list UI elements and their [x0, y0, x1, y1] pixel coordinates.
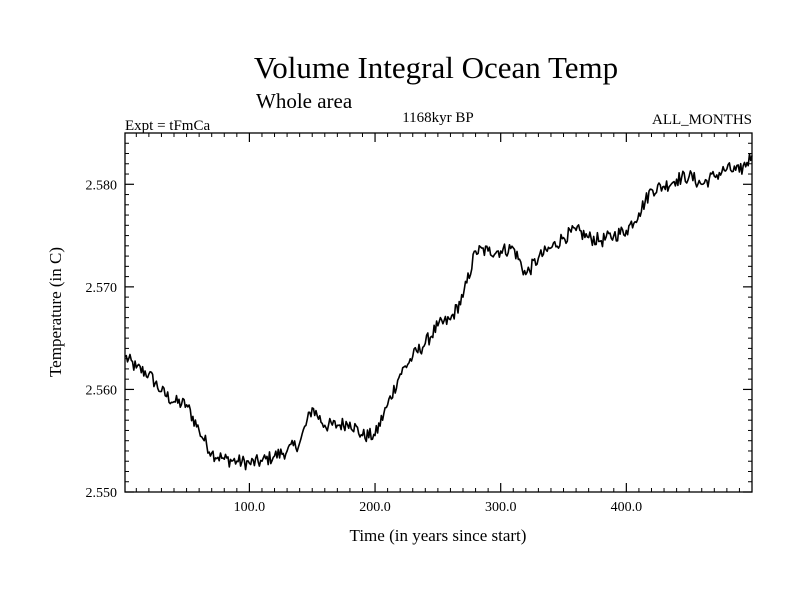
y-axis-label: Temperature (in C)	[46, 247, 65, 377]
y-axis-ticks: 2.550 2.560 2.570 2.580	[86, 142, 752, 501]
x-axis-label: Time (in years since start)	[350, 526, 527, 545]
y-tick-label: 2.560	[86, 383, 118, 398]
y-tick-label: 2.550	[86, 486, 118, 501]
x-tick-label: 200.0	[359, 500, 391, 515]
months-label: ALL_MONTHS	[652, 112, 752, 128]
plot-frame	[124, 132, 753, 493]
y-tick-label: 2.570	[86, 281, 118, 296]
axes	[124, 132, 753, 493]
chart-subtitle: Whole area	[256, 89, 353, 113]
experiment-label: Expt = tFmCa	[125, 118, 210, 134]
x-tick-label: 400.0	[611, 500, 643, 515]
chart-title: Volume Integral Ocean Temp	[254, 50, 618, 85]
period-label: 1168kyr BP	[402, 110, 474, 126]
x-tick-label: 100.0	[234, 500, 266, 515]
x-tick-label: 300.0	[485, 500, 517, 515]
x-axis-ticks: 100.0 200.0 300.0 400.0	[135, 133, 740, 515]
y-tick-label: 2.580	[86, 178, 118, 193]
data-line	[124, 153, 753, 471]
